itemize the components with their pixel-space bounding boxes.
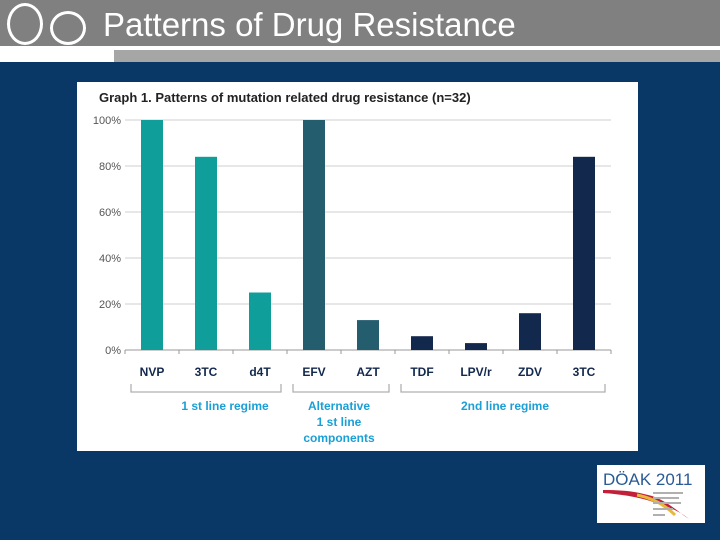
doak-2011-logo: DÖAK 2011 [597,465,705,523]
header-shadow-bar [114,50,720,62]
logo-small-print [653,502,681,504]
x-tick-label: TDF [410,365,433,379]
logo-small-print [653,508,673,510]
bar [411,336,433,350]
group-label: 1 st line regime [181,399,269,413]
x-tick-label: 3TC [573,365,596,379]
bar [465,343,487,350]
bar [357,320,379,350]
bar [141,120,163,350]
y-tick-label: 0% [105,345,121,357]
group-label: 1 st line [317,415,362,429]
chart-card: Graph 1. Patterns of mutation related dr… [77,82,638,451]
logo-circle-right-icon [50,11,86,45]
x-tick-label: 3TC [195,365,218,379]
logo-circle-left-icon [7,3,43,45]
header-bar [0,0,720,46]
x-tick-label: AZT [356,365,380,379]
logo-ribbon-icon [603,490,689,519]
y-tick-label: 100% [93,115,121,127]
group-label: Alternative [308,399,370,413]
x-tick-label: LPV/r [460,365,492,379]
bar [195,156,217,350]
slide-title: Patterns of Drug Resistance [103,6,516,43]
bar [573,156,595,350]
group-bracket [292,384,390,393]
x-tick-label: EFV [302,365,325,379]
bar [303,120,325,350]
group-label: components [303,431,375,445]
bar-chart: Graph 1. Patterns of mutation related dr… [93,90,612,445]
x-tick-label: NVP [140,365,165,379]
bar [249,292,271,350]
group-label: 2nd line regime [461,399,549,413]
x-tick-label: d4T [249,365,271,379]
chart-title: Graph 1. Patterns of mutation related dr… [99,90,471,105]
bar [519,313,541,350]
logo-small-print [653,514,665,516]
group-bracket [130,384,282,393]
header-divider [116,47,720,49]
slide-header: Patterns of Drug Resistance [0,0,720,62]
group-bracket [400,384,606,393]
x-tick-label: ZDV [518,365,542,379]
y-tick-label: 60% [99,207,121,219]
logo-small-print [653,492,683,494]
y-tick-label: 80% [99,161,121,173]
logo-name: DÖAK 2011 [603,470,692,489]
y-tick-label: 40% [99,253,121,265]
logo-small-print [653,497,679,499]
y-tick-label: 20% [99,299,121,311]
